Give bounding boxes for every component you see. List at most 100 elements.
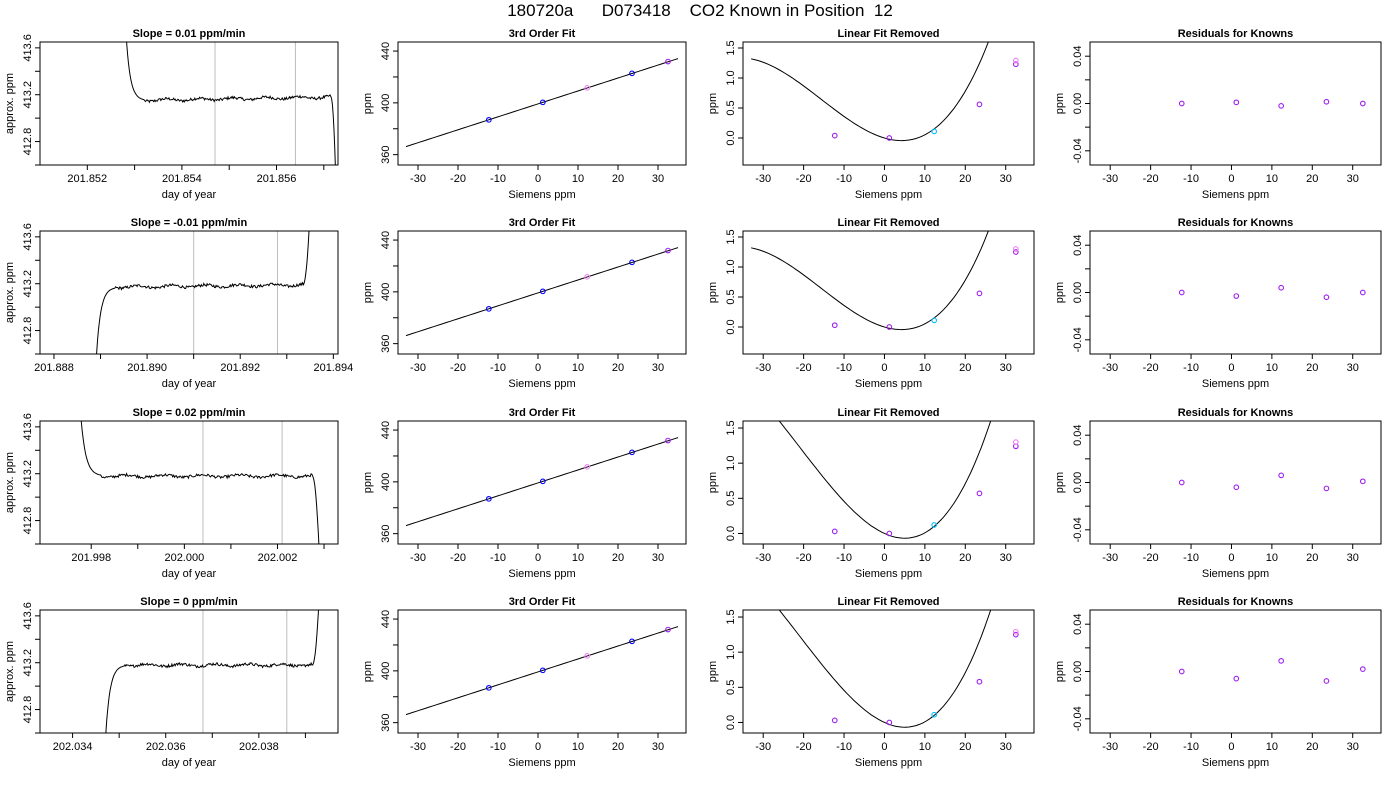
x-tick-label: 20: [1306, 552, 1318, 564]
data-point: [584, 463, 591, 470]
data-point: [831, 717, 838, 724]
panel-3-4: Residuals for Knowns -30 -20 -10 0 10 20 30 -0.0…: [1054, 407, 1382, 580]
plot-frame: [1089, 230, 1382, 355]
data-point: [1178, 479, 1185, 486]
data-point: [931, 317, 938, 324]
x-tick-label: 10: [1266, 173, 1278, 185]
x-tick-label: 30: [652, 741, 664, 753]
x-tick-label: -10: [1183, 362, 1199, 374]
data-layer: [405, 626, 679, 716]
x-tick-label: -30: [755, 173, 771, 185]
y-tick-label: 360: [380, 334, 392, 352]
y-tick-label: 413.6: [22, 223, 34, 251]
data-point: [665, 58, 671, 65]
data-point: [831, 322, 838, 329]
x-tick-label: -30: [1102, 552, 1118, 564]
x-axis-label: Siemens ppm: [855, 189, 922, 201]
data-point: [886, 135, 893, 141]
x-tick-label: 0: [881, 173, 887, 185]
plot-frame: [397, 230, 687, 355]
plot-frame: [397, 609, 687, 734]
plot-frame: [397, 41, 687, 166]
plot-frame: [39, 41, 339, 166]
y-tick-label: 400: [380, 283, 392, 301]
y-tick-label: 0.0: [725, 319, 737, 334]
panel-title: Slope = 0.02 ppm/min: [133, 407, 246, 419]
data-point: [1012, 249, 1019, 255]
y-axis-label: approx. ppm: [4, 262, 16, 323]
y-axis-label: ppm: [362, 472, 374, 493]
x-tick-label: 30: [1347, 362, 1359, 374]
y-axis-label: approx. ppm: [4, 73, 16, 134]
data-point: [1178, 668, 1185, 675]
x-tick-label: -20: [1143, 173, 1159, 185]
data-point: [831, 528, 838, 535]
data-point: [539, 478, 546, 485]
data-layer: [1178, 284, 1366, 301]
x-axis-label: Siemens ppm: [508, 378, 575, 390]
x-tick-label: -30: [755, 362, 771, 374]
data-point: [539, 99, 546, 106]
y-tick-label: 413.2: [22, 460, 34, 488]
data-layer: [778, 421, 1019, 539]
y-tick-label: 0.5: [725, 680, 737, 695]
y-tick-label: 413.2: [22, 649, 34, 677]
y-tick-label: 0.04: [1072, 45, 1084, 66]
x-tick-label: 0: [881, 741, 887, 753]
panel-1-4: Residuals for Knowns -30 -20 -10 0 10 20 30 -0.0…: [1054, 28, 1382, 201]
y-tick-label: 440: [380, 610, 392, 628]
plot-frame: [1089, 420, 1382, 545]
data-layer: [405, 58, 679, 148]
y-tick-label: 0.5: [725, 289, 737, 304]
data-point: [1278, 103, 1285, 109]
x-tick-label: 10: [1266, 362, 1278, 374]
panel-3-2: 3rd Order Fit -30 -20 -10 0 10 20 30 360 400 440 Si…: [362, 407, 687, 580]
x-tick-label: 201.892: [220, 362, 260, 374]
panel-3-3: Linear Fit Removed -30 -20 -10 0 10 20 30 0.0 0.5…: [707, 407, 1035, 580]
y-tick-label: 400: [380, 94, 392, 112]
panel-title: 3rd Order Fit: [509, 28, 576, 40]
x-tick-label: 201.888: [34, 362, 74, 374]
y-axis-label: approx. ppm: [4, 452, 16, 513]
x-tick-label: 0: [535, 362, 541, 374]
y-tick-label: 413.6: [22, 413, 34, 441]
x-tick-label: 30: [1000, 552, 1012, 564]
fit-curve: [750, 42, 989, 142]
data-point: [584, 652, 591, 659]
x-tick-label: -30: [1102, 173, 1118, 185]
data-point: [485, 116, 492, 123]
x-tick-label: 30: [1347, 741, 1359, 753]
fit-curve: [405, 626, 679, 716]
x-tick-label: -20: [1143, 362, 1159, 374]
x-tick-label: -20: [796, 741, 812, 753]
x-axis-label: day of year: [162, 568, 217, 580]
y-axis-label: ppm: [1054, 93, 1066, 114]
panel-4-1: Slope = 0 ppm/min 202.034 202.036 202.038 41…: [4, 596, 339, 769]
y-tick-label: 0.00: [1072, 282, 1084, 303]
data-point: [1233, 293, 1240, 299]
x-axis-label: Siemens ppm: [1202, 189, 1269, 201]
y-tick-label: 412.8: [22, 507, 34, 535]
data-layer: [80, 421, 320, 544]
data-point: [665, 247, 671, 254]
panel-2-1: Slope = -0.01 ppm/min 201.888 201.890 201.8…: [4, 217, 353, 390]
panel-title: Linear Fit Removed: [837, 28, 939, 40]
data-point: [931, 711, 938, 718]
x-axis-label: Siemens ppm: [855, 568, 922, 580]
x-tick-label: -20: [1143, 741, 1159, 753]
x-tick-label: 10: [572, 362, 584, 374]
x-tick-label: -30: [410, 741, 426, 753]
data-point: [1233, 484, 1240, 491]
fit-curve: [405, 437, 679, 527]
data-point: [976, 290, 983, 297]
x-tick-label: -30: [410, 173, 426, 185]
y-tick-label: 0.0: [725, 715, 737, 730]
x-axis-label: Siemens ppm: [508, 757, 575, 769]
y-tick-label: 0.00: [1072, 93, 1084, 114]
y-tick-label: 1.0: [725, 645, 737, 660]
y-tick-label: -0.04: [1072, 138, 1084, 163]
y-tick-label: 1.0: [725, 70, 737, 85]
data-point: [1278, 658, 1285, 664]
x-tick-label: 202.038: [239, 741, 279, 753]
y-axis-label: ppm: [707, 282, 719, 303]
